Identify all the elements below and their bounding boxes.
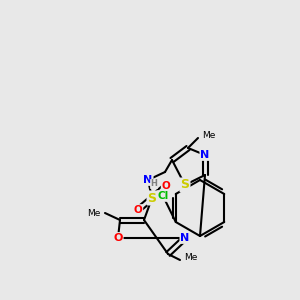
Text: Me: Me [184,254,197,262]
Text: N: N [200,150,210,160]
Text: O: O [162,181,170,191]
Text: Me: Me [202,131,215,140]
Text: N: N [143,175,153,185]
Text: Cl: Cl [158,191,169,201]
Text: N: N [180,233,190,243]
Text: H: H [151,179,158,188]
Text: O: O [134,205,142,215]
Text: S: S [148,191,157,205]
Text: S: S [181,178,190,191]
Text: O: O [113,233,123,243]
Text: Me: Me [88,208,101,217]
